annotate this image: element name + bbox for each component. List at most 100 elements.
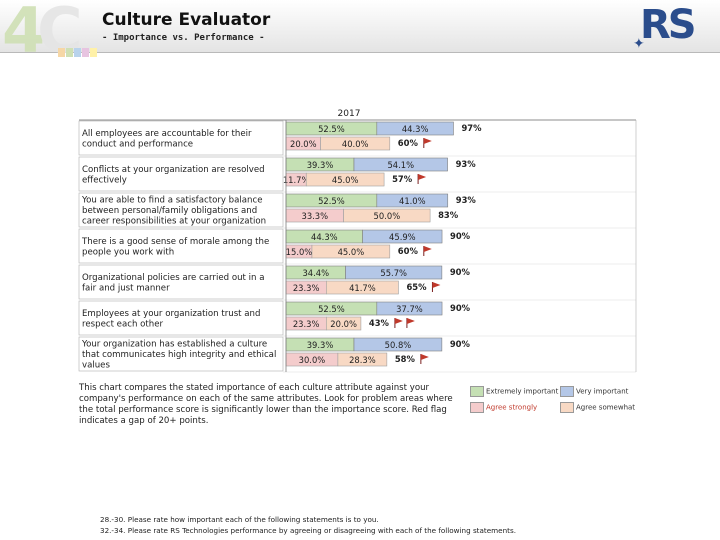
importance-bar [353, 157, 448, 172]
header-bar: 4C Culture Evaluator - Importance vs. Pe… [0, 0, 720, 67]
importance-value-label: 52.5% [318, 304, 345, 314]
footnotes: 28.-30. Please rate how important each o… [100, 514, 516, 536]
performance-bar [326, 316, 362, 331]
category-label: between personal/family obligations and [82, 206, 257, 216]
importance-bar [376, 301, 443, 316]
importance-value-label: 39.3% [307, 340, 334, 350]
performance-bar [337, 352, 388, 367]
category-cell [78, 336, 284, 372]
performance-value-label: 11.7% [283, 175, 310, 185]
legend-item: Agree somewhat [560, 402, 635, 413]
legend-label: Extremely important [486, 387, 559, 396]
importance-value-label: 44.3% [311, 232, 338, 242]
legend-item: Extremely important [470, 386, 558, 397]
importance-value-label: 54.1% [387, 160, 414, 170]
performance-value-label: 28.3% [349, 355, 376, 365]
category-label: There is a good sense of morale among th… [81, 237, 269, 247]
legend-label: Agree strongly [486, 403, 538, 412]
legend-swatch [470, 386, 484, 397]
legend-swatch [560, 386, 574, 397]
category-cell [78, 192, 284, 228]
importance-total-label: 90% [450, 231, 471, 241]
legend-item: Agree strongly [470, 402, 537, 413]
category-label: All employees are accountable for their [82, 129, 252, 139]
importance-value-label: 39.3% [307, 160, 334, 170]
category-cell [78, 120, 284, 156]
performance-total-label: 65% [406, 282, 427, 292]
performance-value-label: 40.0% [342, 139, 369, 149]
performance-total-label: 83% [438, 210, 459, 220]
legend-item: Very important [560, 386, 628, 397]
importance-total-label: 93% [456, 159, 477, 169]
importance-bar [376, 121, 454, 136]
category-label: effectively [82, 175, 127, 185]
red-flag-icon [406, 318, 415, 324]
category-label: respect each other [82, 319, 163, 329]
performance-value-label: 33.3% [301, 211, 328, 221]
red-flag-icon [418, 174, 427, 180]
performance-bar [311, 244, 391, 259]
performance-value-label: 45.0% [338, 247, 365, 257]
importance-value-label: 55.7% [380, 268, 407, 278]
rs-logo: RS [640, 2, 697, 48]
importance-value-label: 52.5% [318, 124, 345, 134]
category-label: fair and just manner [82, 283, 170, 293]
category-label: Your organization has established a cult… [81, 340, 267, 350]
legend-label: Agree somewhat [576, 403, 636, 412]
performance-value-label: 50.0% [374, 211, 401, 221]
category-cell [78, 156, 284, 192]
importance-total-label: 90% [450, 267, 471, 277]
red-flag-icon [420, 354, 429, 360]
performance-value-label: 30.0% [299, 355, 326, 365]
importance-total-label: 93% [456, 195, 477, 205]
category-label: people you work with [82, 247, 174, 257]
brand-color-squares [58, 42, 98, 61]
importance-value-label: 52.5% [318, 196, 345, 206]
category-label: You are able to find a satisfactory bala… [81, 196, 263, 206]
importance-value-label: 44.3% [402, 124, 429, 134]
footnote-2: 32.-34. Please rate RS Technologies perf… [100, 526, 516, 535]
red-flag-icon [432, 282, 441, 288]
performance-value-label: 20.0% [330, 319, 357, 329]
category-label: conduct and performance [82, 139, 193, 149]
chart-note: This chart compares the stated importanc… [79, 383, 453, 426]
legend-swatch [560, 402, 574, 413]
star-icon: ✦ [633, 36, 645, 52]
category-label: Conflicts at your organization are resol… [82, 165, 265, 175]
page-subtitle: - Importance vs. Performance - [102, 33, 265, 43]
chart-title: 2017 [338, 109, 361, 119]
importance-value-label: 50.8% [385, 340, 412, 350]
importance-value-label: 45.9% [389, 232, 416, 242]
performance-value-label: 45.0% [332, 175, 359, 185]
performance-bar [326, 280, 399, 295]
importance-value-label: 41.0% [399, 196, 426, 206]
performance-total-label: 60% [398, 246, 419, 256]
performance-total-label: 57% [392, 174, 413, 184]
footnote-1: 28.-30. Please rate how important each o… [100, 515, 379, 524]
legend-swatch [470, 402, 484, 413]
page-title: Culture Evaluator [102, 10, 271, 30]
category-cell [78, 228, 284, 264]
performance-value-label: 41.7% [349, 283, 376, 293]
red-flag-icon [394, 318, 403, 324]
importance-total-label: 97% [461, 123, 482, 133]
category-label: that communicates high integrity and eth… [82, 350, 276, 360]
performance-total-label: 43% [369, 318, 390, 328]
category-label: Organizational policies are carried out … [82, 273, 264, 283]
importance-value-label: 37.7% [396, 304, 423, 314]
category-label: values [82, 361, 110, 371]
performance-total-label: 58% [395, 354, 416, 364]
legend-label: Very important [576, 387, 629, 396]
red-flag-icon [423, 138, 432, 144]
performance-bar [320, 136, 391, 151]
performance-bar [343, 208, 431, 223]
performance-value-label: 23.3% [293, 319, 320, 329]
performance-value-label: 15.0% [286, 247, 313, 257]
importance-bar [353, 337, 443, 352]
category-label: Employees at your organization trust and [82, 309, 260, 319]
importance-total-label: 90% [450, 339, 471, 349]
category-cell [78, 264, 284, 300]
performance-bar [305, 172, 385, 187]
importance-total-label: 90% [450, 303, 471, 313]
